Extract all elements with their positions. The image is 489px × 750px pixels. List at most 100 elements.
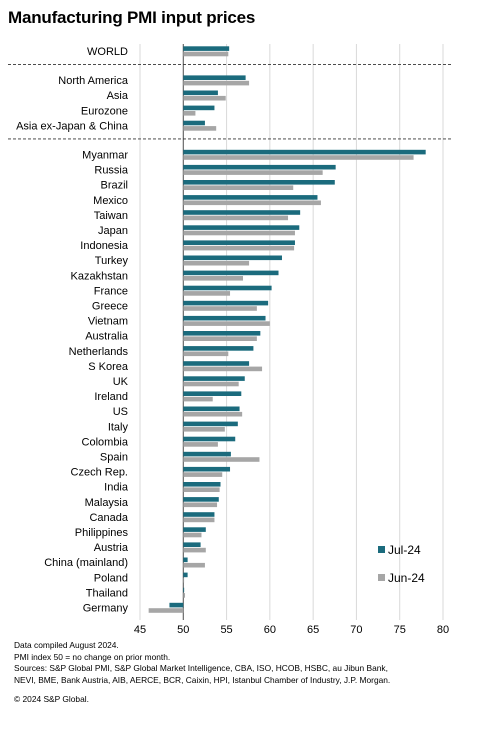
category-label: Vietnam: [88, 316, 128, 328]
bar-jul: [183, 587, 185, 593]
bar-jul: [183, 300, 269, 306]
bar-jun: [183, 185, 294, 190]
bar-jun: [183, 230, 295, 236]
bar-jul: [183, 527, 206, 532]
bar-jul: [183, 46, 230, 51]
bar-jun: [183, 517, 215, 523]
legend-label-jun: Jun-24: [388, 571, 425, 585]
category-label: Taiwan: [94, 210, 128, 222]
bar-jun: [183, 200, 321, 206]
category-label: North America: [58, 75, 129, 87]
category-label: Spain: [100, 452, 128, 464]
bar-jul: [183, 572, 188, 578]
bar-jul: [183, 376, 245, 381]
x-tick-label: 45: [134, 624, 146, 636]
category-label: India: [104, 482, 129, 494]
category-label: US: [113, 406, 128, 418]
note-sources-line-1: Sources: S&P Global PMI, S&P Global Mark…: [14, 663, 388, 673]
bar-jul: [183, 406, 240, 412]
category-label: Eurozone: [81, 105, 128, 117]
bar-jul: [183, 361, 250, 366]
bar-jun: [183, 111, 196, 116]
chart-notes: Data compiled August 2024. PMI index 50 …: [14, 640, 484, 686]
category-label: Asia ex-Japan & China: [16, 120, 129, 132]
bar-jul: [183, 225, 300, 230]
category-label: Philippines: [75, 527, 129, 539]
bar-jun: [183, 427, 225, 432]
bar-jun: [183, 472, 223, 477]
bar-jul: [183, 149, 426, 155]
bar-jun: [183, 351, 229, 357]
bar-jun: [183, 245, 295, 251]
bar-jul: [183, 240, 295, 245]
bar-jul: [183, 331, 261, 336]
bar-jul: [183, 164, 336, 170]
bar-jun: [183, 95, 226, 101]
x-tick-label: 80: [437, 624, 449, 636]
category-label: Greece: [92, 301, 128, 313]
bar-jun: [183, 366, 263, 372]
bar-jul: [183, 105, 215, 111]
bar-jul: [183, 195, 318, 200]
bar-jul: [183, 497, 219, 502]
category-label: Austria: [94, 542, 129, 554]
category-label: S Korea: [88, 361, 129, 373]
x-tick-label: 50: [177, 624, 189, 636]
category-label: Asia: [107, 90, 129, 102]
bar-jul: [183, 120, 205, 126]
category-label: Ireland: [94, 391, 128, 403]
bar-jul: [183, 75, 246, 80]
bar-jun: [183, 276, 244, 281]
bar-jun: [183, 547, 206, 553]
category-label: Turkey: [95, 255, 129, 267]
category-label: Italy: [108, 421, 129, 433]
bar-jul: [183, 482, 221, 487]
x-tick-label: 70: [350, 624, 362, 636]
category-label: Colombia: [82, 436, 129, 448]
category-label: Japan: [98, 225, 128, 237]
bar-jul: [183, 270, 279, 276]
category-label: Netherlands: [69, 346, 129, 358]
bar-jun: [183, 487, 220, 492]
bar-jul: [183, 421, 238, 427]
bar-jun: [183, 411, 243, 417]
bar-jun: [183, 578, 185, 583]
bar-jun: [183, 80, 250, 86]
bar-jul: [183, 436, 236, 442]
bar-jul: [169, 602, 184, 608]
category-label: Czech Rep.: [71, 467, 128, 479]
category-label: UK: [113, 376, 129, 388]
bar-jul: [183, 255, 282, 261]
bar-jul: [183, 557, 188, 563]
note-compiled: Data compiled August 2024.: [14, 640, 119, 650]
bar-jun: [183, 532, 202, 538]
bar-jun: [183, 291, 231, 296]
category-label: Myanmar: [82, 150, 128, 162]
category-label: France: [94, 285, 128, 297]
category-label: Germany: [83, 603, 129, 615]
category-label: China (mainland): [44, 557, 128, 569]
bar-jun: [148, 608, 184, 613]
category-label: Russia: [94, 165, 129, 177]
category-label: Malaysia: [85, 497, 129, 509]
category-label: Australia: [85, 331, 129, 343]
x-tick-label: 60: [264, 624, 276, 636]
bar-jul: [183, 466, 231, 472]
group-dividers: [8, 64, 452, 140]
bar-jul: [183, 451, 231, 457]
bar-jul: [183, 512, 215, 517]
category-label: Indonesia: [80, 240, 129, 252]
category-label: Brazil: [100, 180, 128, 192]
category-label: Kazakhstan: [71, 270, 128, 282]
legend: Jul-24 Jun-24: [378, 543, 425, 585]
legend-swatch-jul: [378, 546, 385, 553]
x-axis-ticks: 45 50 55 60 65 70 75 80: [134, 624, 449, 636]
chart-title: Manufacturing PMI input prices: [8, 8, 256, 27]
legend-label-jul: Jul-24: [388, 543, 421, 557]
category-label: WORLD: [87, 46, 128, 58]
bar-jun: [183, 442, 218, 447]
copyright: © 2024 S&P Global.: [14, 694, 89, 704]
bar-jul: [183, 180, 335, 185]
bar-jun: [183, 502, 218, 508]
bar-chart: WORLD North America Asia Eurozone Asia ex-Ja…: [8, 44, 452, 636]
